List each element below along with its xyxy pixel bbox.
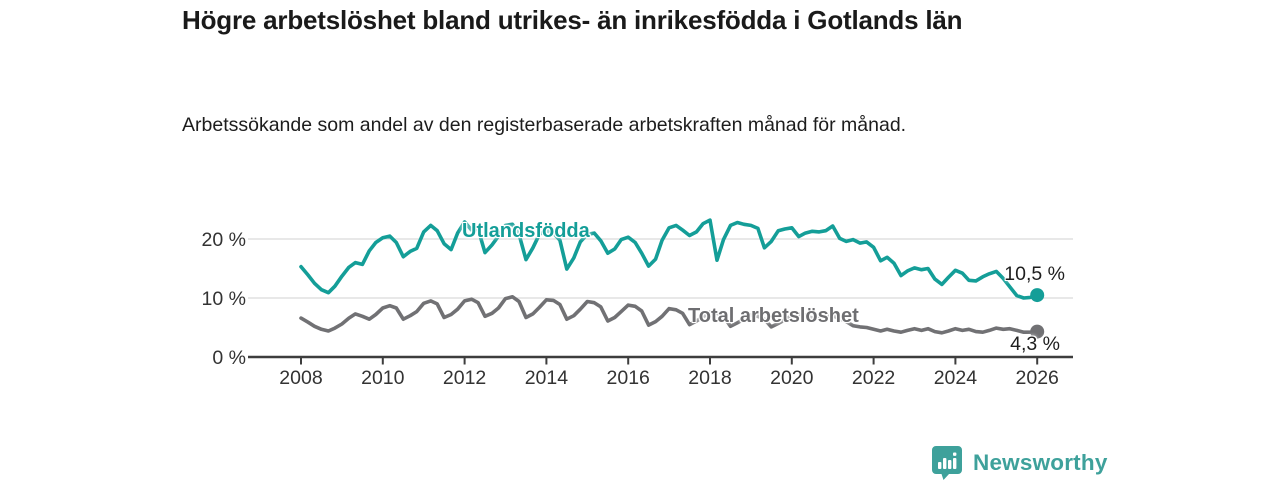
utlandsfodda-end-dot — [1030, 288, 1045, 303]
y-tick-label: 20 % — [202, 229, 246, 251]
newsworthy-wordmark: Newsworthy — [973, 449, 1108, 475]
chart-subtitle: Arbetssökande som andel av den registerb… — [182, 114, 907, 136]
axis-tick-labels: 2008 2010 2012 2014 2016 2018 2020 2022 2024 2026… — [202, 229, 1059, 389]
utlandsfodda-line — [299, 218, 1039, 300]
x-tick-label: 2022 — [852, 367, 895, 389]
x-tick-label: 2024 — [934, 367, 978, 389]
total-arbetsloshet-end-dot — [1030, 324, 1045, 339]
x-tick-label: 2018 — [688, 367, 731, 389]
series-label-total-arbetsloshet: Total arbetslöshet — [688, 305, 859, 327]
chart-title: Högre arbetslöshet bland utrikes- än inr… — [182, 5, 963, 35]
end-value-label-total-arbetsloshet: 4,3 % — [1010, 333, 1060, 355]
x-tick-label: 2012 — [443, 367, 486, 389]
newsworthy-chart-bubble-icon — [932, 446, 962, 480]
x-axis — [248, 355, 1073, 365]
x-tick-label: 2026 — [1016, 367, 1059, 389]
x-tick-label: 2008 — [279, 367, 322, 389]
x-tick-label: 2016 — [607, 367, 650, 389]
gridlines — [248, 238, 1073, 299]
total-arbetsloshet-line — [299, 294, 1039, 335]
end-value-label-utlandsfodda: 10,5 % — [1004, 263, 1065, 285]
x-tick-label: 2014 — [525, 367, 569, 389]
newsworthy-logo[interactable]: Newsworthy — [931, 445, 1108, 480]
x-tick-label: 2020 — [770, 367, 814, 389]
y-tick-label: 10 % — [202, 288, 246, 310]
series-label-utlandsfodda: Utlandsfödda — [462, 220, 590, 242]
x-tick-label: 2010 — [361, 367, 405, 389]
y-tick-label: 0 % — [212, 347, 246, 369]
